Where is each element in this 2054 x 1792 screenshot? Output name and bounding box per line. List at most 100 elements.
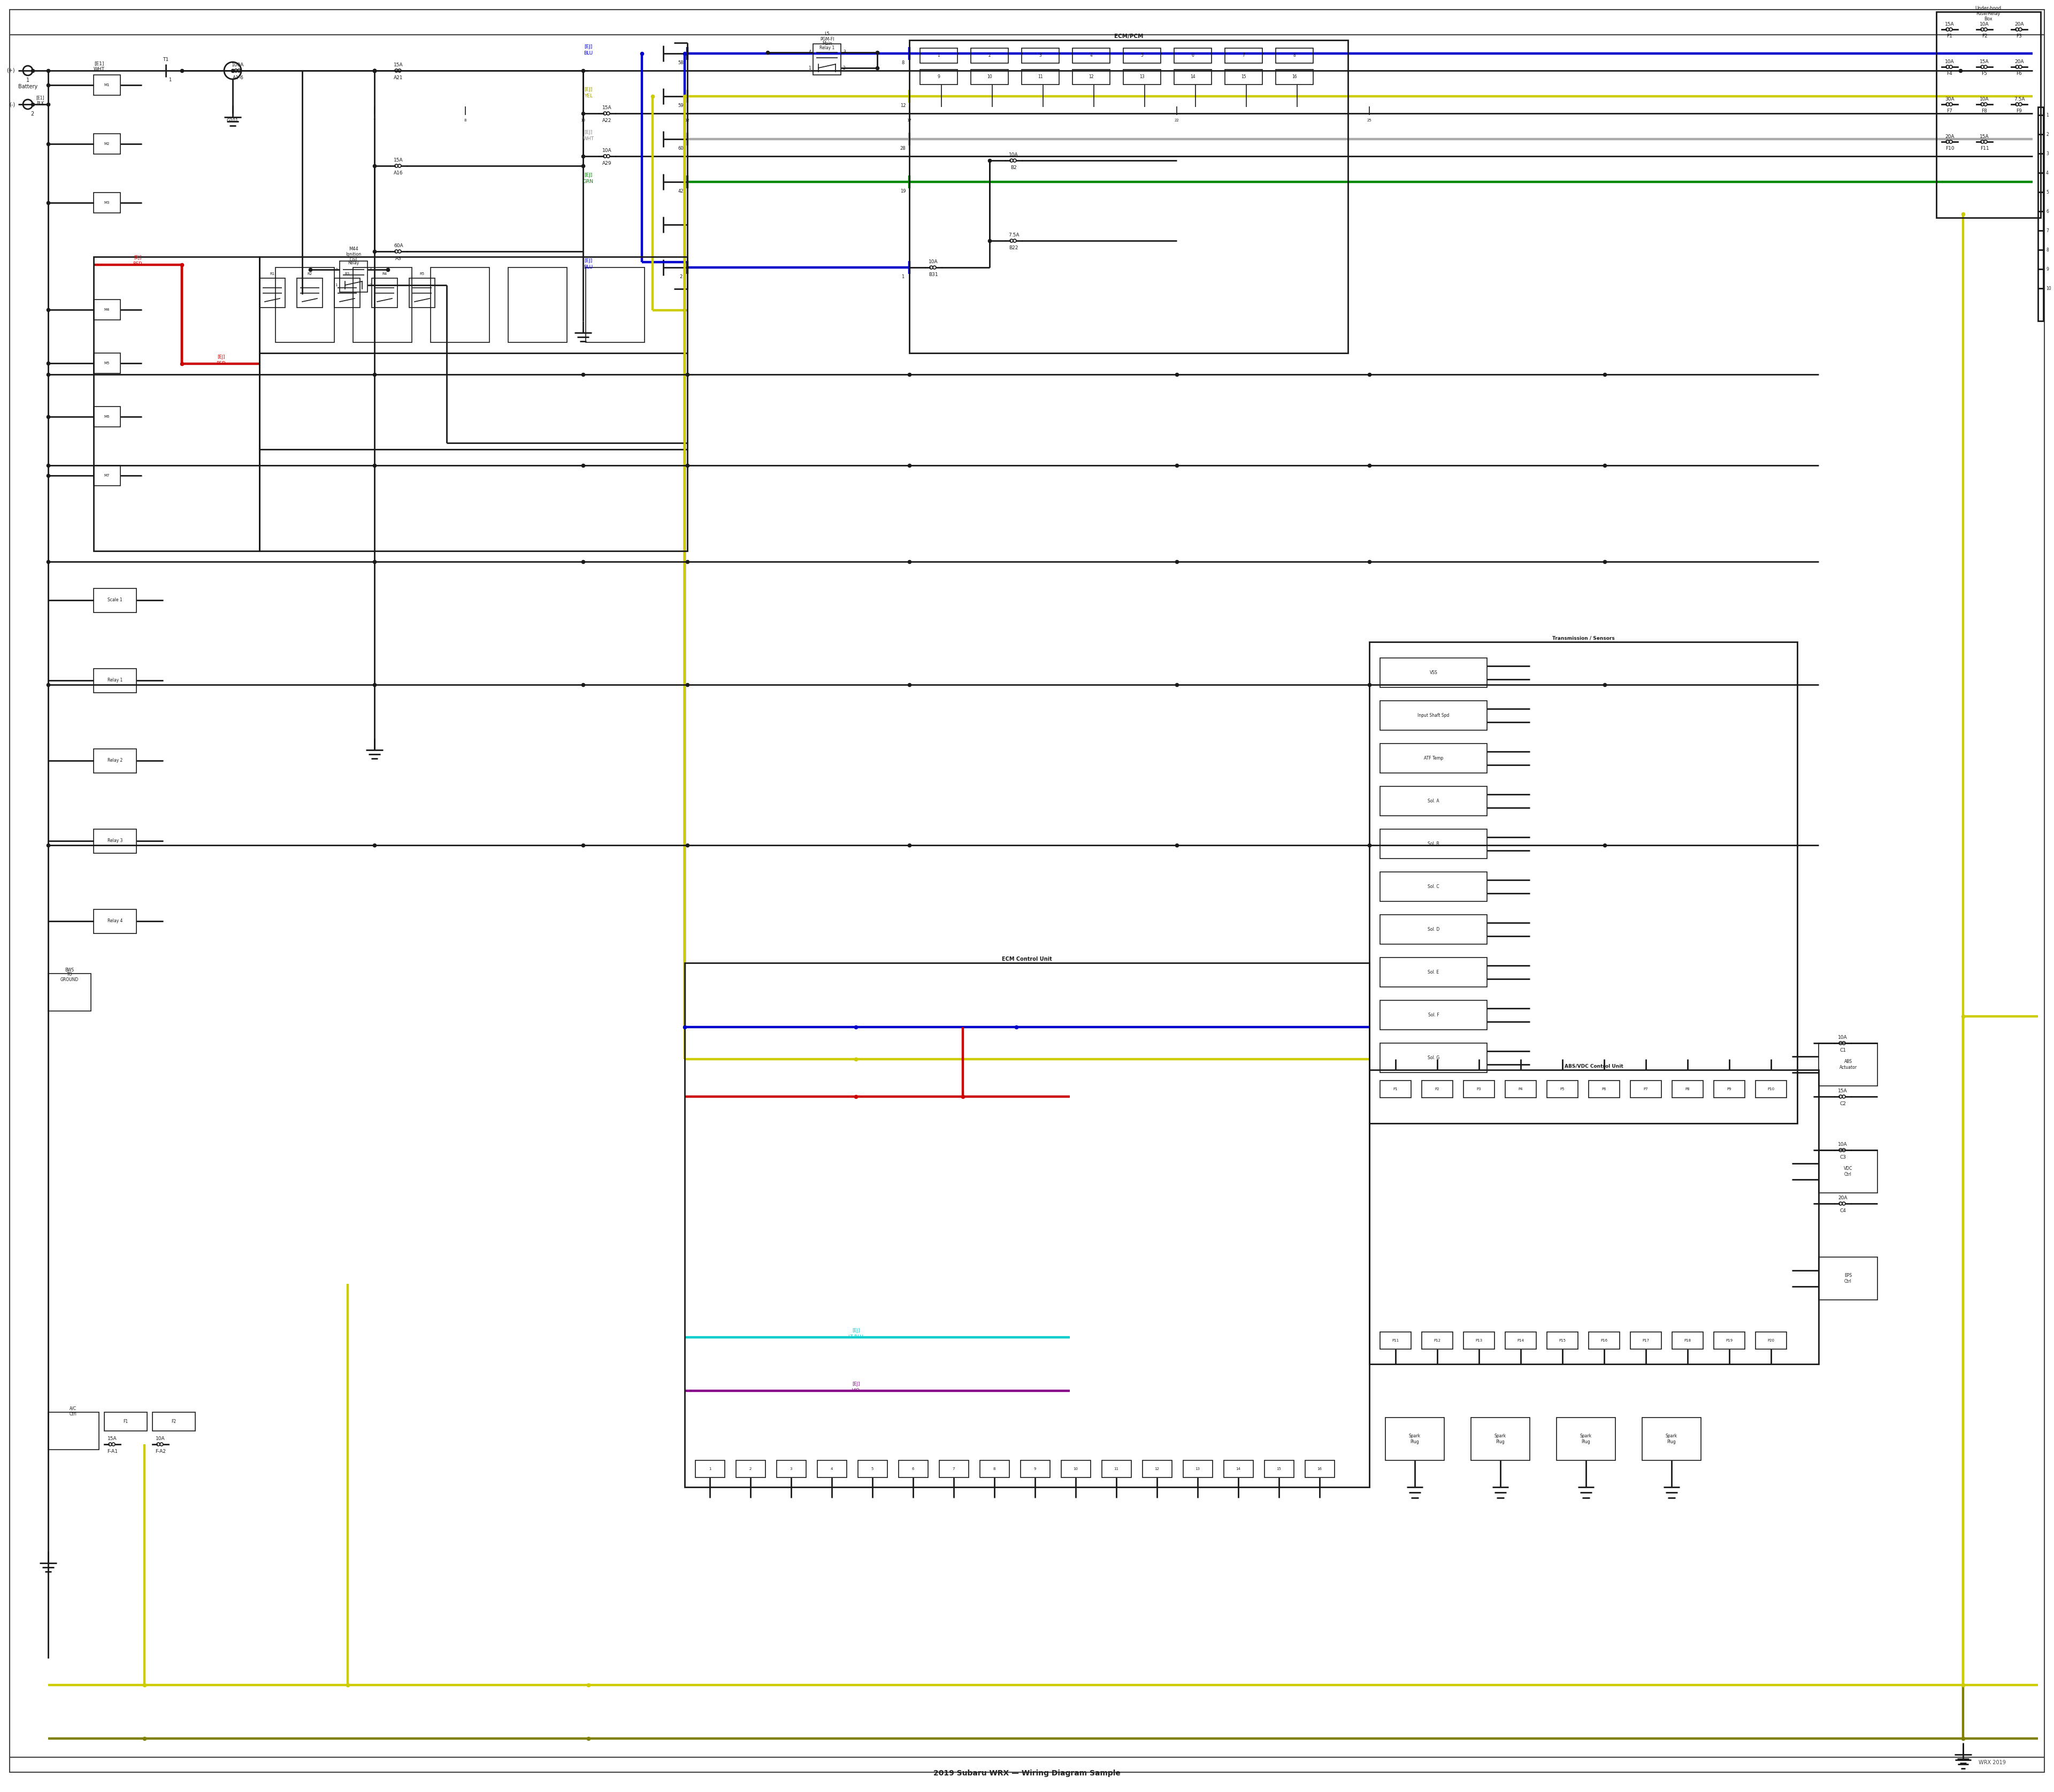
Text: R5: R5: [419, 272, 425, 276]
Text: 1: 1: [2046, 113, 2048, 118]
Bar: [1380, 787, 1487, 815]
Text: 10A: 10A: [1838, 1036, 1847, 1039]
Text: 15A: 15A: [1980, 134, 1988, 138]
Text: Sol. A: Sol. A: [1428, 799, 1440, 803]
Text: F10: F10: [1945, 147, 1953, 151]
Bar: [1713, 1081, 1744, 1098]
Text: F2: F2: [1982, 34, 1988, 39]
Text: F6: F6: [2017, 72, 2021, 77]
Text: PGM-FI: PGM-FI: [820, 38, 834, 41]
Bar: [1021, 1460, 1050, 1477]
Text: BLU: BLU: [583, 52, 594, 56]
Text: 5: 5: [871, 1468, 873, 1471]
Text: [EJ]: [EJ]: [852, 1382, 861, 1387]
Text: LT BLU: LT BLU: [848, 1335, 863, 1340]
Text: B31: B31: [928, 272, 939, 276]
Bar: [1380, 957, 1487, 987]
Text: [EJ]: [EJ]: [583, 88, 592, 91]
Text: R2: R2: [308, 272, 312, 276]
Text: 3: 3: [842, 50, 846, 56]
Text: Sol. B: Sol. B: [1428, 840, 1440, 846]
Bar: [353, 267, 413, 342]
Text: F-A2: F-A2: [156, 1450, 166, 1453]
Bar: [1304, 1460, 1335, 1477]
Bar: [1021, 70, 1060, 84]
Text: Relay 1: Relay 1: [820, 47, 834, 50]
Text: 58: 58: [678, 61, 684, 66]
Bar: [94, 830, 136, 853]
Text: 8: 8: [994, 1468, 996, 1471]
Bar: [776, 1460, 805, 1477]
Text: P7: P7: [1643, 1088, 1647, 1091]
Bar: [105, 1412, 148, 1432]
Text: P13: P13: [1475, 1339, 1483, 1342]
Bar: [684, 962, 1370, 1487]
Text: Under-hood: Under-hood: [1976, 5, 2001, 11]
Text: P12: P12: [1434, 1339, 1440, 1342]
Bar: [47, 973, 90, 1011]
Text: 10: 10: [1074, 1468, 1078, 1471]
Text: 3: 3: [1039, 54, 1041, 57]
Bar: [1276, 48, 1313, 63]
Text: Ctrl: Ctrl: [70, 1412, 76, 1416]
Text: 3: 3: [791, 1468, 793, 1471]
Bar: [585, 267, 645, 342]
Text: 4: 4: [2046, 170, 2048, 176]
Bar: [1224, 1460, 1253, 1477]
Text: Scale 1: Scale 1: [107, 599, 123, 602]
Text: 10A: 10A: [602, 149, 612, 154]
Text: Fuse/Relay: Fuse/Relay: [1976, 11, 2001, 16]
Bar: [507, 267, 567, 342]
Text: 14: 14: [1189, 75, 1195, 79]
Text: 59: 59: [678, 104, 684, 108]
Text: 7: 7: [953, 1468, 955, 1471]
Text: F9: F9: [2017, 109, 2021, 113]
Text: 10: 10: [581, 118, 585, 122]
Text: [EJ]: [EJ]: [583, 258, 592, 263]
Text: 4: 4: [370, 269, 372, 271]
Text: P5: P5: [1561, 1088, 1565, 1091]
Bar: [259, 256, 688, 550]
Text: Sol. F: Sol. F: [1428, 1012, 1440, 1018]
Text: 5: 5: [1140, 54, 1144, 57]
Text: 10A: 10A: [156, 1437, 164, 1441]
Text: Transmission / Sensors: Transmission / Sensors: [1553, 636, 1614, 640]
Text: P3: P3: [1477, 1088, 1481, 1091]
Text: 7: 7: [374, 118, 376, 122]
Text: A22: A22: [602, 118, 612, 124]
Text: 2: 2: [31, 111, 33, 116]
Bar: [1380, 744, 1487, 772]
Text: P9: P9: [1727, 1088, 1732, 1091]
Bar: [1380, 1331, 1411, 1349]
Bar: [817, 1460, 846, 1477]
Text: 3: 3: [2046, 151, 2048, 156]
Text: ECM Control Unit: ECM Control Unit: [1002, 957, 1052, 962]
Bar: [910, 39, 1347, 353]
Bar: [1937, 13, 2040, 217]
Bar: [1124, 48, 1161, 63]
Text: 10: 10: [988, 75, 992, 79]
Text: R3: R3: [345, 272, 349, 276]
Bar: [1380, 1000, 1487, 1030]
Bar: [1547, 1081, 1577, 1098]
Text: 7: 7: [1243, 54, 1245, 57]
Bar: [335, 278, 359, 308]
Text: Relay 1: Relay 1: [107, 677, 123, 683]
Bar: [1672, 1331, 1703, 1349]
Text: P15: P15: [1559, 1339, 1565, 1342]
Text: 15A: 15A: [394, 158, 403, 163]
Text: Coil: Coil: [349, 256, 357, 262]
Bar: [1557, 1417, 1614, 1460]
Bar: [94, 192, 121, 213]
Text: 6: 6: [1191, 54, 1193, 57]
Bar: [372, 278, 396, 308]
Bar: [920, 48, 957, 63]
Bar: [939, 1460, 969, 1477]
Text: 60: 60: [678, 147, 684, 151]
Text: C3: C3: [1840, 1154, 1847, 1159]
Text: A1-6: A1-6: [232, 75, 244, 81]
Text: 15A: 15A: [1945, 22, 1955, 27]
Text: TO: TO: [66, 973, 72, 977]
Text: Box: Box: [1984, 16, 1992, 22]
Text: 13: 13: [1195, 1468, 1200, 1471]
